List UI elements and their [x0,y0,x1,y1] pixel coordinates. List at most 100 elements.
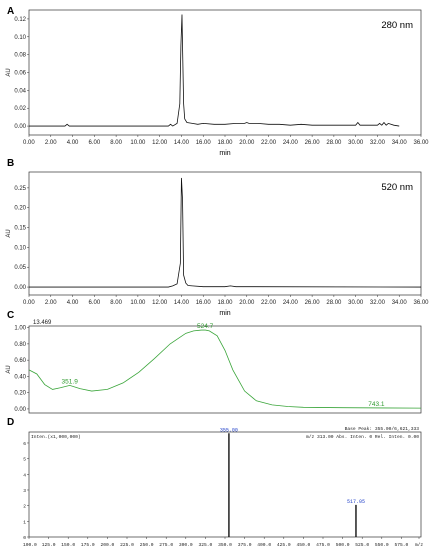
x-tick-label: 14.00 [174,140,190,146]
y-axis-label: AU [6,229,12,237]
x-tick-label: 34.00 [392,300,408,306]
y-tick-label: 3 [23,488,26,494]
x-tick-label: 325.0 [199,542,213,548]
x-tick-label: 150.0 [61,542,75,548]
intensity-axis-header: Inten.(x1,000,000) [31,434,81,440]
x-tick-label: 18.00 [217,300,233,306]
series-line [29,14,400,127]
y-axis-label: AU [6,365,12,373]
x-tick-label: 350.0 [218,542,232,548]
y-tick-label: 0.00 [14,124,26,130]
plot-frame [28,171,422,296]
y-tick-label: 0 [23,535,26,541]
mass-peak-label: 355.00 [220,427,238,433]
x-tick-label: 12.00 [152,300,168,306]
y-tick-label: 0.08 [14,53,26,59]
x-tick-label: 26.00 [305,300,321,306]
panel-label: B [7,158,14,169]
x-tick-label: 500.0 [336,542,350,548]
y-tick-label: 0.02 [14,106,26,112]
x-tick-label: 36.00 [413,140,429,146]
y-tick-label: 4 [23,472,26,478]
y-tick-label: 0.12 [14,17,26,23]
x-tick-label: 400.0 [257,542,271,548]
y-tick-label: 6 [23,441,26,447]
panel-label: D [7,417,14,428]
y-tick-label: 0.80 [14,342,26,348]
y-tick-label: 2 [23,504,26,510]
x-tick-label: 2.00 [45,300,57,306]
y-tick-label: 0.20 [14,391,26,397]
x-tick-label: 8.00 [110,300,122,306]
x-axis-label: min [219,310,230,317]
x-tick-label: 20.00 [239,300,255,306]
y-tick-label: 1 [23,519,26,525]
x-tick-label: 20.00 [239,140,255,146]
x-tick-label: 10.00 [130,140,146,146]
x-tick-label: 30.00 [348,300,364,306]
x-tick-label: 12.00 [152,140,168,146]
y-tick-label: 0.10 [14,245,26,251]
y-tick-label: 0.10 [14,35,26,41]
series-line [29,177,422,288]
y-tick-label: 0.40 [14,374,26,380]
x-tick-label: 450.0 [297,542,311,548]
y-tick-label: 0.25 [14,186,26,192]
x-tick-label: 32.00 [370,140,386,146]
x-tick-label: 36.00 [413,300,429,306]
wavelength-label: 280 nm [381,20,413,31]
x-tick-label: 28.00 [326,140,342,146]
peak-label: 743.1 [368,401,385,408]
x-tick-label: 525.0 [355,542,369,548]
cursor-readout: m/z 313.00 Abs. Inten. 0 Rel. Inten. 0.0… [306,434,419,440]
panel-label: C [7,310,14,321]
plot-frame [28,9,422,136]
y-tick-label: 0.00 [14,285,26,291]
x-tick-label: 425.0 [277,542,291,548]
plot-frame [28,431,422,538]
x-tick-label: 8.00 [110,140,122,146]
x-tick-label: 0.00 [23,300,35,306]
x-tick-label: 10.00 [130,300,146,306]
peak-label: 351.9 [62,378,79,385]
x-tick-label: 34.00 [392,140,408,146]
x-tick-label: 0.00 [23,140,35,146]
x-tick-label: 18.00 [217,140,233,146]
y-tick-label: 0.60 [14,358,26,364]
x-tick-label: 275.0 [159,542,173,548]
x-tick-label: 125.0 [42,542,56,548]
x-tick-label: 32.00 [370,300,386,306]
mass-peak-label: 517.05 [347,499,365,505]
x-tick-label: 24.00 [283,300,299,306]
wavelength-label: 520 nm [381,182,413,193]
x-tick-label: 6.00 [88,300,100,306]
x-tick-label: 4.00 [67,140,79,146]
x-tick-label: 30.00 [348,140,364,146]
y-tick-label: 0.00 [14,407,26,413]
x-axis-label: min [219,150,230,157]
y-tick-label: 5 [23,457,26,463]
x-tick-label: 475.0 [316,542,330,548]
base-peak-header: Base Peak: 355.00/6,621,333 [345,426,420,432]
x-tick-label: 550.0 [375,542,389,548]
y-tick-label: 1.00 [14,326,26,332]
x-tick-label: 26.00 [305,140,321,146]
y-tick-label: 0.06 [14,71,26,77]
x-tick-label: 375.0 [238,542,252,548]
x-tick-label: 200.0 [101,542,115,548]
x-tick-label: 6.00 [88,140,100,146]
x-tick-label: 575.0 [395,542,409,548]
panel-label: A [7,6,14,17]
retention-time-label: 13.469 [33,320,52,326]
x-tick-label: 16.00 [196,140,212,146]
y-tick-label: 0.20 [14,206,26,212]
x-tick-label: 100.0 [23,542,37,548]
x-tick-label: m/z [415,542,424,548]
y-tick-label: 0.05 [14,265,26,271]
x-tick-label: 225.0 [120,542,134,548]
y-tick-label: 0.04 [14,88,26,94]
x-tick-label: 2.00 [45,140,57,146]
x-tick-label: 22.00 [261,140,277,146]
x-tick-label: 4.00 [67,300,79,306]
